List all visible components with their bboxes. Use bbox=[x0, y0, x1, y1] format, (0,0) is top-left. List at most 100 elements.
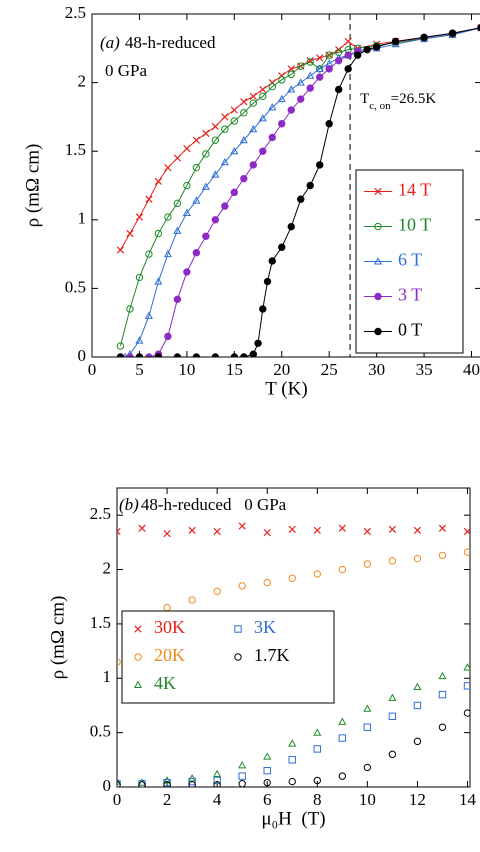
marker bbox=[213, 587, 221, 595]
marker bbox=[334, 56, 343, 65]
marker bbox=[213, 781, 221, 787]
marker bbox=[344, 65, 352, 73]
marker bbox=[238, 582, 246, 590]
marker bbox=[135, 273, 144, 282]
marker bbox=[258, 114, 267, 122]
marker bbox=[240, 98, 248, 106]
marker bbox=[135, 213, 144, 221]
y-axis-label: ρ (mΩ cm) bbox=[22, 144, 43, 228]
marker bbox=[263, 752, 272, 760]
marker bbox=[259, 92, 267, 101]
marker bbox=[116, 353, 125, 357]
marker bbox=[188, 781, 196, 787]
marker bbox=[438, 671, 447, 680]
marker bbox=[182, 208, 191, 216]
x-tick-label: 0 bbox=[88, 360, 97, 379]
plot-frame bbox=[91, 13, 480, 358]
marker bbox=[238, 761, 247, 769]
y-tick-label: 0.5 bbox=[65, 277, 86, 296]
marker bbox=[249, 125, 258, 133]
marker bbox=[126, 305, 134, 313]
marker bbox=[363, 527, 371, 536]
marker bbox=[240, 174, 248, 183]
y-tick-label: 0 bbox=[78, 346, 87, 365]
marker bbox=[164, 213, 172, 221]
y-tick-label: 2 bbox=[78, 72, 87, 91]
marker bbox=[192, 136, 200, 144]
marker bbox=[164, 164, 172, 172]
marker bbox=[254, 339, 262, 347]
marker bbox=[116, 342, 125, 350]
x-tick-label: 35 bbox=[416, 360, 433, 379]
marker bbox=[374, 187, 382, 196]
marker bbox=[263, 778, 271, 787]
marker bbox=[163, 776, 172, 784]
marker bbox=[372, 43, 381, 51]
marker bbox=[164, 332, 172, 341]
marker bbox=[117, 781, 121, 787]
marker bbox=[388, 693, 397, 701]
marker bbox=[173, 199, 182, 208]
marker bbox=[154, 229, 163, 238]
data-layer bbox=[117, 522, 470, 787]
data-layer bbox=[116, 24, 480, 357]
marker bbox=[230, 146, 239, 155]
legend-label: 6 T bbox=[398, 250, 422, 270]
marker bbox=[263, 528, 271, 537]
marker bbox=[202, 150, 210, 158]
marker bbox=[249, 161, 257, 169]
marker bbox=[138, 524, 146, 532]
marker bbox=[363, 704, 372, 712]
marker bbox=[338, 717, 347, 725]
marker bbox=[133, 680, 143, 689]
marker bbox=[135, 336, 144, 344]
marker bbox=[413, 701, 422, 710]
marker bbox=[288, 525, 296, 533]
marker bbox=[154, 277, 163, 285]
subtitle: 0 GPa bbox=[105, 61, 147, 80]
marker bbox=[306, 71, 315, 79]
marker bbox=[134, 625, 142, 633]
marker bbox=[463, 527, 470, 536]
marker bbox=[463, 709, 470, 717]
x-axis-label: T (K) bbox=[265, 378, 307, 399]
onset-symbol: T bbox=[360, 91, 369, 107]
marker bbox=[316, 73, 324, 81]
marker bbox=[297, 195, 305, 203]
marker bbox=[173, 353, 182, 357]
marker bbox=[221, 113, 229, 121]
marker bbox=[211, 170, 220, 178]
marker bbox=[463, 548, 470, 556]
panel: 0 2 4 6 8 10 12 14 0 0.5 1 1.5 2 2.5 μ₀H (T) ρ (mΩ cm) (… bbox=[47, 487, 476, 829]
x-tick-label: 20 bbox=[273, 360, 290, 379]
marker bbox=[154, 353, 163, 357]
panel-title: (a) 48-h-reduced bbox=[100, 33, 216, 52]
y-tick-label: 1.5 bbox=[65, 140, 86, 159]
marker bbox=[239, 135, 248, 144]
legend-label: 3K bbox=[254, 617, 276, 637]
marker bbox=[230, 117, 239, 125]
marker bbox=[230, 353, 239, 357]
marker bbox=[163, 781, 171, 787]
marker bbox=[374, 222, 382, 231]
marker bbox=[477, 24, 480, 32]
marker bbox=[344, 51, 352, 59]
marker bbox=[413, 682, 422, 691]
marker bbox=[138, 781, 146, 787]
marker bbox=[263, 578, 271, 587]
marker bbox=[116, 246, 125, 254]
marker bbox=[297, 95, 305, 103]
x-tick-label: 6 bbox=[263, 790, 272, 809]
marker bbox=[374, 292, 382, 301]
marker bbox=[316, 54, 324, 62]
marker bbox=[234, 625, 242, 633]
x-axis-label: μ₀H (T) bbox=[261, 808, 325, 829]
marker bbox=[192, 353, 201, 357]
legend-label: 0 T bbox=[398, 320, 422, 340]
marker bbox=[388, 557, 397, 565]
marker bbox=[278, 120, 286, 128]
x-tick-label: 8 bbox=[313, 790, 322, 809]
legend-label: 3 T bbox=[398, 285, 422, 305]
marker bbox=[344, 37, 352, 46]
marker bbox=[173, 154, 182, 162]
